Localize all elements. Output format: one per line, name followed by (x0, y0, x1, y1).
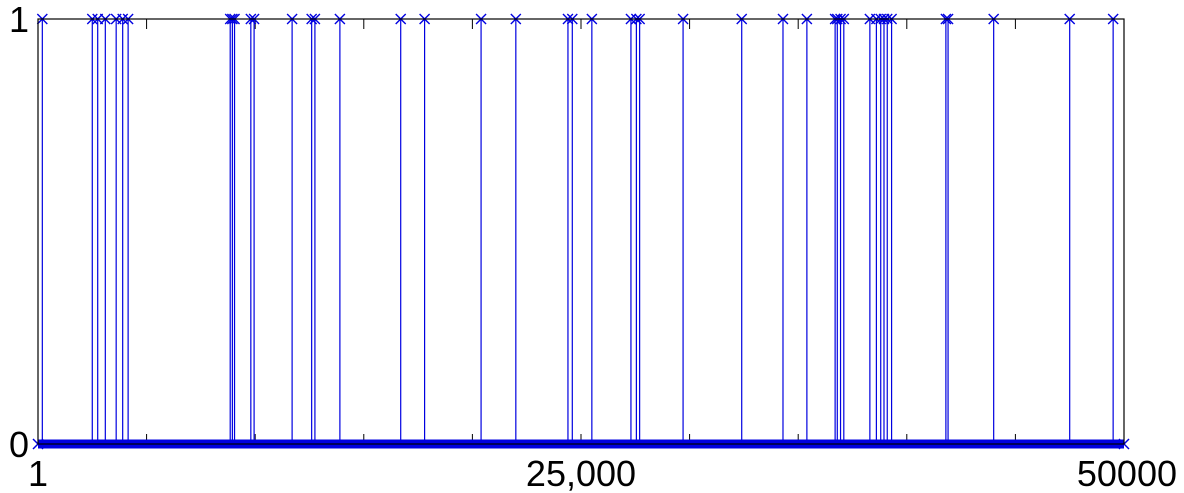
y-tick-label: 0 (9, 424, 29, 465)
stem-series (36, 13, 1119, 444)
x-tick-label: 25,000 (526, 453, 636, 493)
plot-area (38, 19, 1124, 444)
plot-frame (37, 18, 1125, 445)
x-tick-label: 1 (28, 453, 48, 493)
y-tick-label: 1 (9, 0, 29, 40)
x-tick-label: 50000 (1077, 453, 1177, 493)
